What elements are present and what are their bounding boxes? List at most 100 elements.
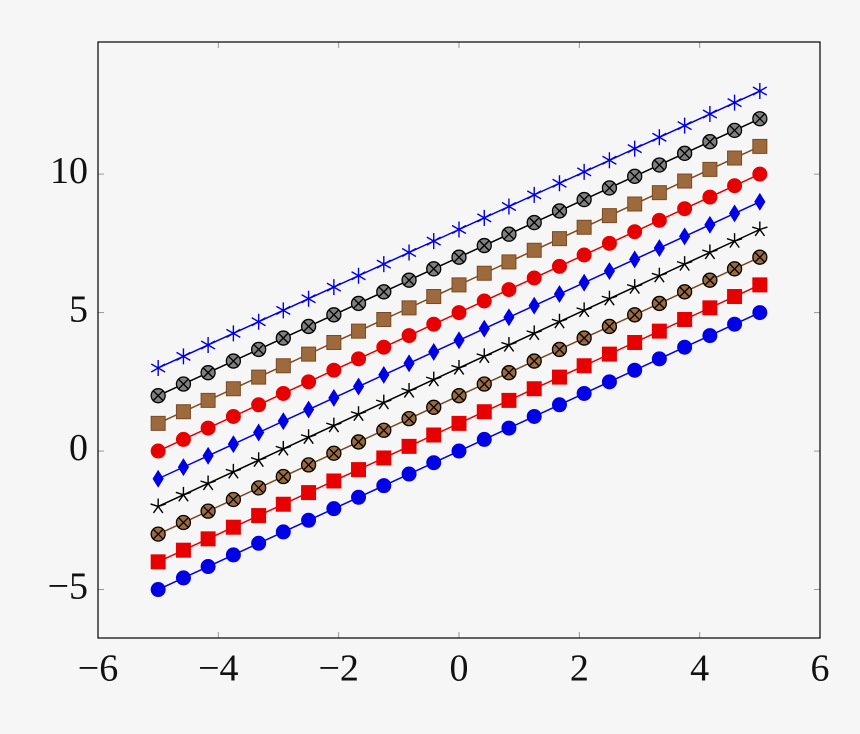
marker-shape: [301, 485, 317, 501]
marker-shape: [702, 328, 718, 344]
data-point: [526, 270, 542, 286]
marker-shape: [250, 452, 267, 468]
data-point: [702, 161, 718, 177]
marker-shape: [501, 420, 517, 436]
marker-shape: [353, 298, 364, 309]
marker-shape: [225, 463, 242, 479]
data-point: [351, 351, 367, 367]
marker-shape: [554, 344, 565, 355]
data-point: [578, 273, 590, 292]
marker-shape: [478, 319, 490, 338]
marker-shape: [403, 354, 415, 373]
data-point: [702, 244, 718, 260]
data-point: [150, 359, 166, 376]
plot-frame: [97, 41, 821, 639]
data-point: [376, 478, 392, 494]
marker-shape: [702, 244, 718, 260]
data-point: [551, 203, 568, 219]
marker-shape: [679, 286, 691, 298]
data-point: [200, 365, 216, 381]
marker-shape: [175, 486, 192, 502]
marker-shape: [426, 427, 442, 443]
marker-shape: [727, 150, 743, 166]
marker-shape: [401, 466, 417, 482]
data-point: [601, 235, 617, 251]
data-point: [501, 420, 517, 436]
marker-shape: [351, 351, 367, 367]
marker-shape: [677, 117, 692, 134]
y-tick-label: −5: [48, 565, 88, 607]
marker-shape: [453, 390, 465, 402]
marker-shape: [627, 224, 643, 240]
marker-shape: [378, 424, 390, 436]
marker-shape: [627, 196, 643, 212]
marker-shape: [602, 152, 617, 169]
marker-shape: [653, 159, 665, 171]
data-point: [301, 485, 317, 501]
marker-shape: [376, 339, 392, 355]
data-point: [401, 382, 417, 398]
marker-shape: [401, 382, 417, 398]
data-point: [225, 491, 242, 508]
data-point: [150, 443, 166, 459]
marker-shape: [727, 94, 742, 111]
marker-shape: [302, 400, 315, 419]
marker-shape: [578, 194, 590, 205]
marker-shape: [403, 274, 415, 286]
marker-shape: [476, 348, 493, 364]
marker-shape: [503, 367, 515, 379]
marker-shape: [428, 342, 440, 361]
marker-shape: [225, 408, 241, 424]
data-point: [175, 570, 191, 586]
data-point: [601, 374, 617, 390]
data-point: [351, 267, 366, 284]
marker-shape: [551, 397, 567, 413]
marker-shape: [326, 417, 342, 433]
marker-shape: [752, 305, 768, 321]
data-point: [401, 328, 417, 344]
marker-shape: [401, 244, 417, 261]
marker-shape: [627, 362, 643, 378]
data-point: [629, 250, 641, 269]
marker-shape: [301, 346, 317, 362]
data-point: [476, 265, 492, 281]
data-point: [551, 231, 567, 247]
data-point: [350, 406, 367, 422]
x-tick-label: 6: [811, 648, 830, 690]
marker-shape: [277, 471, 289, 482]
marker-shape: [301, 290, 316, 307]
data-point: [175, 514, 192, 531]
marker-shape: [150, 498, 166, 514]
marker-shape: [576, 385, 592, 401]
marker-shape: [328, 309, 340, 321]
data-point: [702, 328, 718, 344]
data-point: [326, 501, 342, 517]
data-point: [225, 353, 242, 369]
data-point: [202, 446, 214, 465]
data-point: [250, 341, 267, 358]
data-point: [227, 435, 239, 454]
data-point: [350, 295, 367, 312]
data-point: [251, 535, 267, 551]
data-point: [752, 277, 768, 293]
data-point: [602, 152, 617, 169]
x-tick-label: −6: [78, 648, 118, 690]
data-point: [627, 140, 642, 157]
x-tick-label: 0: [450, 648, 469, 690]
data-point: [225, 547, 241, 563]
data-point: [176, 348, 191, 365]
marker-shape: [526, 270, 542, 286]
marker-shape: [175, 542, 191, 558]
marker-shape: [225, 547, 241, 563]
data-point: [528, 296, 540, 315]
marker-shape: [251, 369, 267, 385]
marker-shape: [152, 528, 164, 540]
marker-shape: [651, 185, 667, 201]
data-point: [677, 173, 693, 189]
marker-shape: [476, 293, 492, 309]
data-point: [503, 308, 515, 327]
data-point: [551, 397, 567, 413]
marker-shape: [276, 302, 291, 319]
data-point: [150, 388, 166, 404]
marker-shape: [152, 390, 164, 402]
